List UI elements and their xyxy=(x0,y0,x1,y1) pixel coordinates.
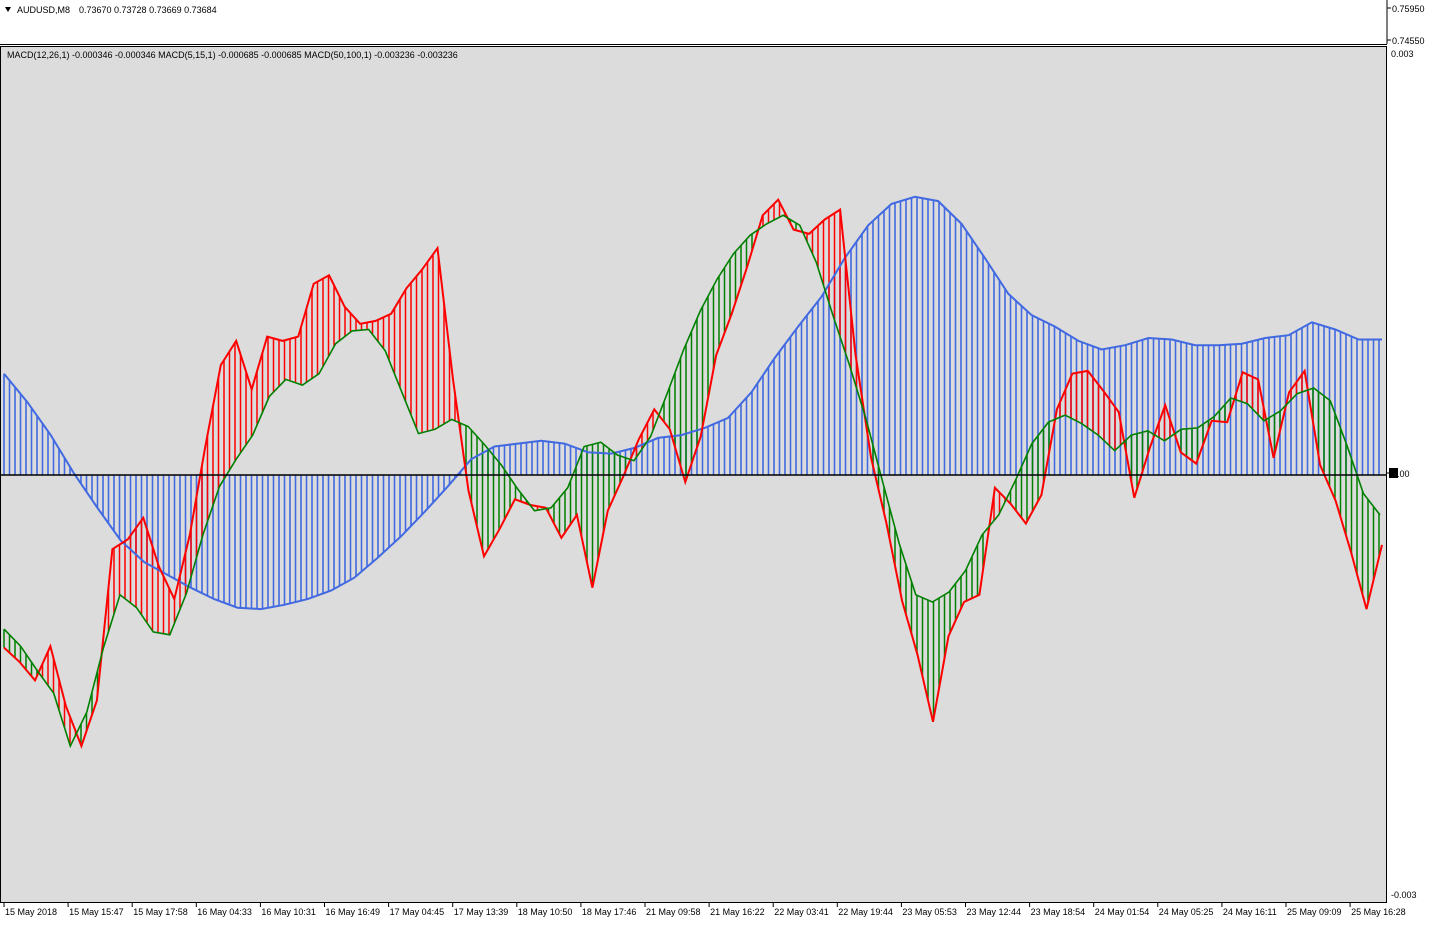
time-axis-label: 18 May 17:46 xyxy=(582,907,637,917)
mid-macd-line xyxy=(3,214,1381,749)
time-axis-label: 23 May 18:54 xyxy=(1031,907,1086,917)
indicator-axis-label-zero: 0.00 xyxy=(1392,469,1410,479)
time-axis-label: 21 May 09:58 xyxy=(646,907,701,917)
time-axis-label: 17 May 13:39 xyxy=(454,907,509,917)
time-axis-label: 23 May 12:44 xyxy=(967,907,1022,917)
price-axis-label-bottom: 0.74550 xyxy=(1392,36,1425,46)
indicator-axis-zero-marker xyxy=(1389,468,1398,478)
time-axis xyxy=(0,903,1430,923)
time-axis-label: 15 May 2018 xyxy=(5,907,57,917)
slow-macd-line xyxy=(3,195,1382,611)
time-axis-label: 21 May 16:22 xyxy=(710,907,765,917)
time-axis-label: 15 May 15:47 xyxy=(69,907,124,917)
symbol-label: AUDUSD,M8 xyxy=(17,5,70,15)
time-axis-label: 17 May 04:45 xyxy=(390,907,445,917)
time-axis-label: 24 May 16:11 xyxy=(1223,907,1277,917)
time-axis-label: 24 May 05:25 xyxy=(1159,907,1214,917)
indicator-label: MACD(12,26,1) -0.000346 -0.000346 MACD(5… xyxy=(7,50,458,60)
time-axis-label: 16 May 16:49 xyxy=(326,907,381,917)
time-axis-label: 18 May 10:50 xyxy=(518,907,573,917)
time-axis-ticks: 15 May 2018 15 May 15:47 15 May 17:58 16 Ma… xyxy=(3,903,1406,917)
ohlc-values: 0.73670 0.73728 0.73669 0.73684 xyxy=(79,5,217,15)
indicator-axis-label-top: 0.003 xyxy=(1391,49,1414,59)
fast-macd-line xyxy=(3,198,1383,750)
time-axis-label: 24 May 01:54 xyxy=(1095,907,1150,917)
time-axis-label: 23 May 05:53 xyxy=(902,907,957,917)
time-axis-label: 16 May 10:31 xyxy=(261,907,316,917)
indicator-lines xyxy=(3,195,1383,750)
price-pane[interactable] xyxy=(0,0,1430,44)
time-axis-label: 22 May 19:44 xyxy=(838,907,893,917)
time-axis-label: 15 May 17:58 xyxy=(133,907,188,917)
price-axis-label-top: 0.75950 xyxy=(1392,4,1425,14)
time-axis-label: 25 May 09:09 xyxy=(1287,907,1342,917)
time-axis-label: 25 May 16:28 xyxy=(1351,907,1406,917)
time-axis-label: 22 May 03:41 xyxy=(774,907,829,917)
dropdown-triangle-icon[interactable] xyxy=(5,7,11,12)
indicator-axis-label-bottom: -0.003 xyxy=(1391,890,1417,900)
time-axis-label: 16 May 04:33 xyxy=(197,907,252,917)
